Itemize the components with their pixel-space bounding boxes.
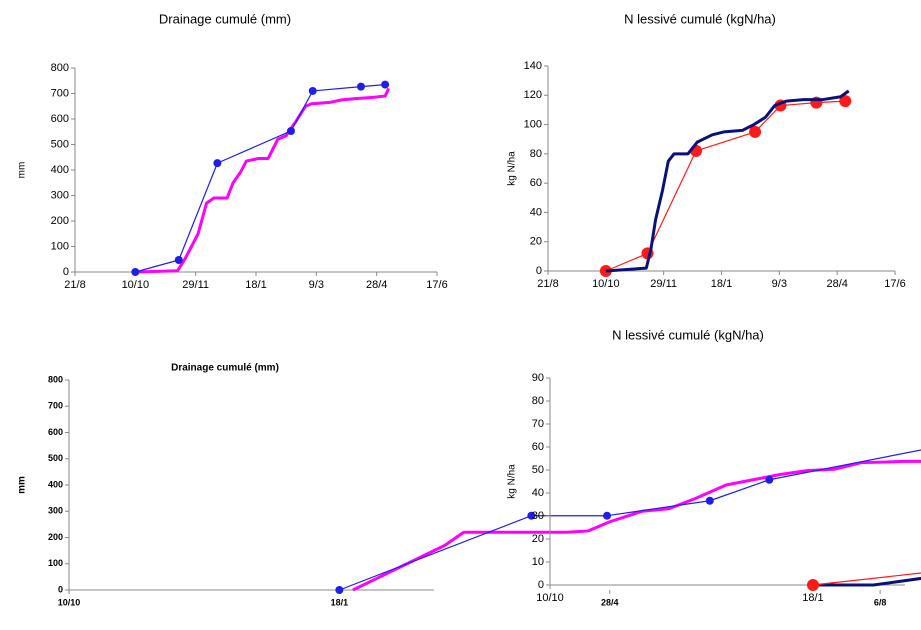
y-axis-label: kg N/ha	[507, 464, 518, 499]
y-tick-label: 400	[51, 164, 69, 176]
y-tick-label: 60	[532, 441, 544, 453]
x-tick-label: 10/10	[536, 592, 564, 604]
data-point	[749, 125, 762, 138]
chart: N lessivé cumulé (kgN/ha) kg N/ha 0 10 20 30 4…	[507, 327, 921, 604]
y-tick-label: 700	[48, 401, 63, 411]
data-point	[839, 95, 852, 108]
series-line	[339, 449, 921, 591]
y-tick-label: 40	[532, 487, 544, 499]
y-tick-label: 10	[532, 556, 544, 568]
y-tick-label: 90	[532, 372, 544, 384]
y-tick-label: 400	[48, 479, 63, 489]
y-tick-label: 70	[532, 418, 544, 430]
x-tick-label: 17/6	[884, 278, 905, 290]
series-line	[605, 100, 846, 272]
y-tick-label: 0	[63, 266, 69, 278]
y-axis-label: kg N/ha	[507, 151, 518, 186]
y-axis-label: mm	[17, 162, 28, 179]
x-tick-label: 18/1	[245, 279, 266, 291]
y-tick-label: 30	[532, 510, 544, 522]
chart-title: N lessivé cumulé (kgN/ha)	[612, 327, 764, 342]
y-tick-label: 80	[530, 148, 542, 160]
x-tick-label: 21/8	[64, 279, 85, 291]
y-tick-label: 40	[530, 206, 542, 218]
data-point	[213, 159, 222, 168]
x-tick-label: 21/8	[537, 278, 558, 290]
y-tick-label: 500	[51, 138, 69, 150]
series-line	[812, 576, 921, 587]
series-line	[605, 89, 850, 273]
y-tick-label: 0	[538, 579, 544, 591]
y-tick-label: 140	[524, 60, 542, 72]
series-line	[135, 87, 391, 274]
y-tick-label: 100	[524, 118, 542, 130]
x-tick-label: 18/1	[331, 597, 349, 607]
data-point	[174, 256, 183, 265]
y-tick-label: 800	[48, 374, 63, 384]
x-tick-label: 9/3	[772, 278, 787, 290]
data-point	[806, 579, 819, 591]
y-tick-label: 100	[51, 240, 69, 252]
y-tick-label: 120	[524, 89, 542, 101]
y-tick-label: 200	[51, 215, 69, 227]
y-tick-label: 800	[51, 62, 69, 74]
y-tick-label: 200	[48, 532, 63, 542]
chart-title: Drainage cumulé (mm)	[159, 11, 291, 26]
x-tick-label: 18/1	[711, 278, 732, 290]
x-tick-label: 17/6	[426, 279, 447, 291]
x-tick-label: 28/4	[601, 597, 619, 607]
y-tick-label: 20	[530, 236, 542, 248]
series-line	[352, 459, 921, 592]
y-tick-label: 500	[48, 453, 63, 463]
y-tick-label: 600	[51, 113, 69, 125]
y-tick-label: 300	[48, 506, 63, 516]
data-point	[335, 586, 344, 594]
x-tick-label: 18/1	[802, 592, 823, 604]
x-tick-label: 29/11	[650, 278, 677, 290]
chart: Drainage cumulé (mm)mm010020030040050060…	[17, 363, 921, 607]
x-tick-label: 10/10	[122, 279, 150, 291]
y-tick-label: 600	[48, 427, 63, 437]
chart: Drainage cumulé (mm) mm 0 100 200 300 400 500 60…	[17, 11, 448, 290]
data-point	[765, 475, 774, 484]
y-tick-label: 20	[532, 533, 544, 545]
y-tick-label: 700	[51, 87, 69, 99]
series-line	[812, 572, 921, 586]
series-line	[135, 83, 386, 273]
data-point	[527, 511, 536, 520]
x-tick-label: 6/8	[874, 597, 887, 607]
chart-title: Drainage cumulé (mm)	[171, 363, 279, 374]
data-point	[381, 80, 390, 89]
data-point	[705, 496, 714, 505]
y-tick-label: 300	[51, 189, 69, 201]
data-point	[131, 268, 140, 276]
data-point	[356, 82, 365, 91]
x-tick-label: 10/10	[58, 597, 81, 607]
y-tick-label: 100	[48, 558, 63, 568]
data-point	[603, 511, 612, 520]
x-tick-label: 10/10	[592, 278, 620, 290]
data-point	[286, 126, 295, 135]
x-tick-label: 28/4	[366, 279, 387, 291]
x-tick-label: 9/3	[309, 279, 324, 291]
y-tick-label: 0	[536, 265, 542, 277]
x-tick-label: 29/11	[182, 279, 209, 291]
y-tick-label: 60	[530, 177, 542, 189]
y-tick-label: 80	[532, 395, 544, 407]
y-tick-label: 50	[532, 464, 544, 476]
data-point	[308, 86, 317, 95]
x-tick-label: 28/4	[826, 278, 847, 290]
y-tick-label: 0	[58, 584, 63, 594]
chart-title: N lessivé cumulé (kgN/ha)	[624, 11, 776, 26]
y-axis-label: mm	[17, 476, 28, 494]
chart: N lessivé cumulé (kgN/ha) kg N/ha 0 20 40 60 8…	[507, 11, 906, 289]
